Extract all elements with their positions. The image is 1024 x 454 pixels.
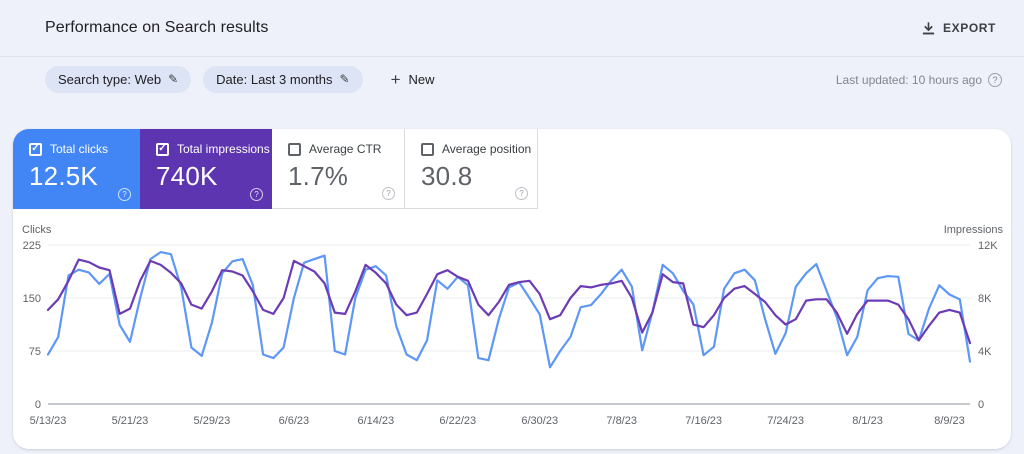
impressions-line[interactable] [46, 258, 972, 345]
x-axis-tick: 7/8/23 [606, 415, 637, 427]
date-filter-label: Date: Last 3 months [216, 72, 333, 87]
metric-card-total-impressions[interactable]: ✓ Total impressions 740K ? [140, 129, 272, 209]
x-axis-tick: 6/22/23 [439, 415, 476, 427]
left-axis-tick: 0 [35, 399, 41, 411]
pencil-icon: ✎ [168, 71, 179, 86]
date-filter-chip[interactable]: Date: Last 3 months ✎ [203, 66, 363, 93]
left-axis-tick: 75 [29, 346, 41, 358]
right-axis-tick: 12K [978, 240, 998, 252]
metric-card-average-ctr[interactable]: Average CTR 1.7% ? [272, 129, 405, 209]
x-axis-tick: 6/6/23 [279, 415, 310, 427]
metric-value: 12.5K [29, 161, 98, 191]
filter-bar: Search type: Web ✎ Date: Last 3 months ✎… [0, 57, 1024, 102]
left-axis-title: Clicks [22, 224, 52, 236]
help-icon[interactable]: ? [515, 187, 528, 200]
help-icon[interactable]: ? [118, 188, 131, 201]
metric-label: Total impressions [177, 142, 270, 156]
help-icon[interactable]: ? [382, 187, 395, 200]
new-filter-label: New [408, 72, 435, 87]
right-axis-tick: 4K [978, 346, 992, 358]
checkbox-total-clicks[interactable]: ✓ [29, 142, 42, 156]
clicks-impressions-chart[interactable]: 225 12K 150 8K 75 4K 0 0 5/13/23 5/21/23 5/29/23 6/… [13, 209, 1011, 449]
x-axis-tick: 5/29/23 [194, 415, 231, 427]
plus-icon: + [390, 70, 401, 89]
performance-panel: ✓ Total clicks 12.5K ? ✓ Total impressio… [13, 129, 1011, 449]
left-axis-tick: 225 [23, 240, 41, 252]
page-header: Performance on Search results EXPORT [0, 0, 1024, 57]
metric-cards: ✓ Total clicks 12.5K ? ✓ Total impressio… [13, 129, 1011, 209]
clicks-line[interactable] [46, 250, 972, 369]
x-axis-tick: 7/16/23 [685, 415, 722, 427]
new-filter-button[interactable]: + New [383, 67, 443, 92]
export-button[interactable]: EXPORT [913, 15, 1004, 42]
pencil-icon: ✎ [339, 71, 350, 86]
metric-card-average-position[interactable]: Average position 30.8 ? [405, 129, 538, 209]
search-type-filter-chip[interactable]: Search type: Web ✎ [45, 66, 192, 93]
right-axis-tick: 0 [978, 399, 984, 411]
checkbox-total-impressions[interactable]: ✓ [156, 142, 169, 156]
metric-value: 740K [156, 161, 218, 191]
performance-chart[interactable]: Clicks Impressions 225 12K 150 8K 75 4K 0 0 5/13… [13, 209, 1011, 449]
metric-label: Average CTR [309, 142, 382, 156]
x-axis-tick: 7/24/23 [767, 415, 804, 427]
metric-label: Average position [442, 142, 532, 156]
x-axis-tick: 5/21/23 [112, 415, 149, 427]
right-axis-title: Impressions [943, 224, 1003, 236]
metric-label: Total clicks [50, 142, 109, 156]
x-axis-tick: 6/30/23 [521, 415, 558, 427]
help-icon[interactable]: ? [988, 72, 1002, 87]
right-axis-tick: 8K [978, 293, 992, 305]
x-axis-tick: 5/13/23 [30, 415, 67, 427]
x-axis-tick: 6/14/23 [357, 415, 394, 427]
metric-value: 30.8 [421, 161, 473, 191]
download-icon [922, 21, 935, 34]
export-label: EXPORT [943, 21, 996, 35]
last-updated: Last updated: 10 hours ago ? [835, 72, 1002, 87]
checkbox-average-ctr[interactable] [288, 142, 301, 156]
metric-card-total-clicks[interactable]: ✓ Total clicks 12.5K ? [13, 129, 140, 209]
x-axis-tick: 8/1/23 [852, 415, 883, 427]
metric-value: 1.7% [288, 161, 349, 191]
left-axis-tick: 150 [23, 293, 41, 305]
x-axis-tick: 8/9/23 [934, 415, 965, 427]
checkbox-average-position[interactable] [421, 142, 434, 156]
help-icon[interactable]: ? [250, 188, 263, 201]
last-updated-text: Last updated: 10 hours ago [835, 72, 982, 87]
page-title: Performance on Search results [45, 19, 269, 36]
search-type-filter-label: Search type: Web [58, 72, 162, 87]
